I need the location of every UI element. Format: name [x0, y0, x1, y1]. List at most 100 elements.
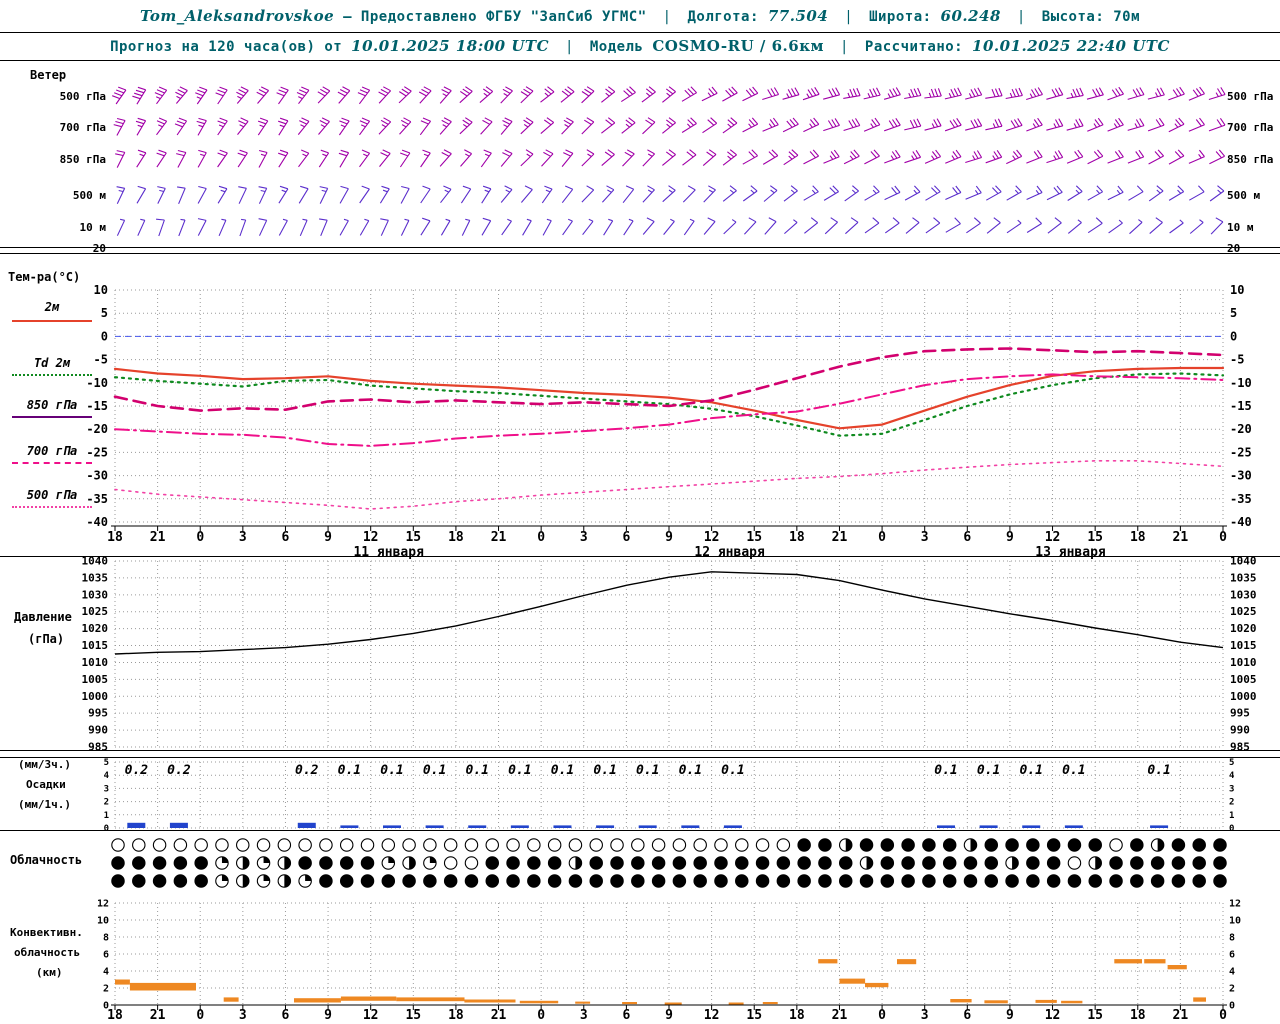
- svg-text:1020: 1020: [82, 622, 109, 635]
- svg-text:6: 6: [282, 530, 290, 545]
- legend-label-500: 500 гПа: [26, 488, 78, 502]
- svg-text:0.1: 0.1: [551, 763, 574, 778]
- svg-text:-30: -30: [1230, 469, 1252, 483]
- svg-text:0.1: 0.1: [380, 763, 403, 778]
- precip-mm3-label: (мм/3ч.): [18, 758, 71, 771]
- svg-text:1040: 1040: [82, 555, 109, 568]
- station-name: Tom_Aleksandrovskoe: [139, 7, 335, 25]
- svg-text:18: 18: [1130, 1008, 1146, 1023]
- lat-value: 60.248: [940, 7, 1001, 25]
- wind-panel-title: Ветер: [30, 68, 67, 82]
- lon-label: Долгота:: [687, 9, 759, 25]
- svg-text:-35: -35: [86, 492, 108, 506]
- svg-text:15: 15: [746, 1008, 762, 1023]
- svg-text:-40: -40: [86, 515, 108, 529]
- svg-text:985: 985: [88, 741, 108, 754]
- svg-text:18: 18: [1130, 530, 1146, 545]
- svg-text:3: 3: [921, 1008, 929, 1023]
- svg-text:12: 12: [1045, 530, 1061, 545]
- svg-text:-5: -5: [1230, 353, 1244, 367]
- svg-text:4: 4: [104, 771, 110, 781]
- svg-text:11 января: 11 января: [353, 545, 424, 560]
- svg-text:18: 18: [448, 1008, 464, 1023]
- svg-text:18: 18: [107, 530, 123, 545]
- svg-text:0.1: 0.1: [721, 763, 744, 778]
- legend-label-850: 850 гПа: [26, 398, 78, 412]
- svg-text:0.1: 0.1: [977, 763, 1000, 778]
- svg-text:-20: -20: [86, 422, 108, 436]
- svg-text:1010: 1010: [82, 656, 109, 669]
- svg-text:-25: -25: [86, 445, 108, 459]
- svg-text:3: 3: [239, 530, 247, 545]
- svg-text:9: 9: [324, 530, 332, 545]
- legend-sample-500: [12, 506, 92, 508]
- svg-text:3: 3: [580, 530, 588, 545]
- svg-text:21: 21: [491, 530, 507, 545]
- svg-text:-15: -15: [1230, 399, 1252, 413]
- svg-text:-10: -10: [1230, 376, 1252, 390]
- svg-text:6: 6: [103, 950, 109, 961]
- svg-text:12: 12: [363, 1008, 379, 1023]
- svg-text:18: 18: [107, 1008, 123, 1023]
- svg-text:0.1: 0.1: [508, 763, 531, 778]
- svg-text:3: 3: [1229, 784, 1234, 794]
- header-line-1: Tom_Aleksandrovskoe — Предоставлено ФГБУ…: [0, 7, 1280, 25]
- svg-text:2: 2: [1229, 798, 1234, 808]
- convective-title-3: (км): [36, 966, 63, 979]
- svg-text:4: 4: [103, 967, 109, 978]
- svg-text:0: 0: [1219, 530, 1227, 545]
- svg-text:4: 4: [1229, 771, 1235, 781]
- svg-text:0: 0: [104, 824, 109, 834]
- svg-text:10: 10: [1229, 916, 1241, 927]
- wind-level-label: 700 гПа: [59, 121, 106, 134]
- svg-text:1020: 1020: [1230, 622, 1257, 635]
- svg-text:12: 12: [704, 1008, 720, 1023]
- separator: |: [662, 9, 672, 25]
- legend-label-700: 700 гПа: [26, 444, 78, 458]
- svg-text:0: 0: [103, 1001, 109, 1012]
- svg-text:1015: 1015: [82, 639, 109, 652]
- svg-text:3: 3: [921, 530, 929, 545]
- svg-text:6: 6: [963, 1008, 971, 1023]
- svg-text:0: 0: [1219, 1008, 1227, 1023]
- legend-label-td2m: Td 2м: [33, 356, 71, 370]
- separator-line: [0, 757, 1280, 758]
- svg-text:18: 18: [448, 530, 464, 545]
- svg-text:6: 6: [1229, 950, 1235, 961]
- svg-text:1000: 1000: [1230, 690, 1257, 703]
- svg-text:8: 8: [1229, 933, 1235, 944]
- svg-text:3: 3: [239, 1008, 247, 1023]
- svg-text:4: 4: [1229, 967, 1235, 978]
- svg-text:21: 21: [1173, 530, 1189, 545]
- svg-text:995: 995: [1230, 707, 1250, 720]
- model-label: Модель: [589, 39, 644, 55]
- svg-text:0: 0: [1229, 1001, 1235, 1012]
- svg-text:9: 9: [324, 1008, 332, 1023]
- forecast-time: 10.01.2025 18:00 UTC: [351, 37, 550, 55]
- separator-line: [0, 60, 1280, 61]
- svg-text:3: 3: [580, 1008, 588, 1023]
- svg-text:0.2: 0.2: [295, 763, 319, 778]
- precip-panel-title: Осадки: [26, 778, 66, 791]
- svg-text:-25: -25: [1230, 445, 1252, 459]
- svg-text:-30: -30: [86, 469, 108, 483]
- svg-text:18: 18: [789, 1008, 805, 1023]
- svg-text:1: 1: [1229, 811, 1234, 821]
- svg-text:12: 12: [704, 530, 720, 545]
- svg-text:1025: 1025: [82, 605, 109, 618]
- svg-text:1015: 1015: [1230, 639, 1257, 652]
- svg-text:985: 985: [1230, 741, 1250, 754]
- cloudiness-panel-title: Облачность: [10, 853, 83, 867]
- convective-title-1: Конвективн.: [10, 926, 83, 939]
- svg-text:5: 5: [104, 758, 109, 768]
- separator: |: [840, 39, 849, 55]
- svg-text:0.2: 0.2: [167, 763, 191, 778]
- svg-text:0.1: 0.1: [1062, 763, 1085, 778]
- separator-line: [0, 750, 1280, 751]
- svg-text:21: 21: [150, 1008, 166, 1023]
- legend-label-t2m: 2м: [44, 300, 60, 314]
- svg-text:6: 6: [622, 1008, 630, 1023]
- separator: |: [844, 9, 854, 25]
- separator: |: [1016, 9, 1026, 25]
